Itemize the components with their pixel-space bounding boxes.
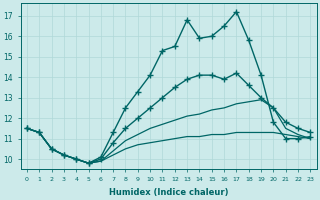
X-axis label: Humidex (Indice chaleur): Humidex (Indice chaleur) bbox=[109, 188, 228, 197]
